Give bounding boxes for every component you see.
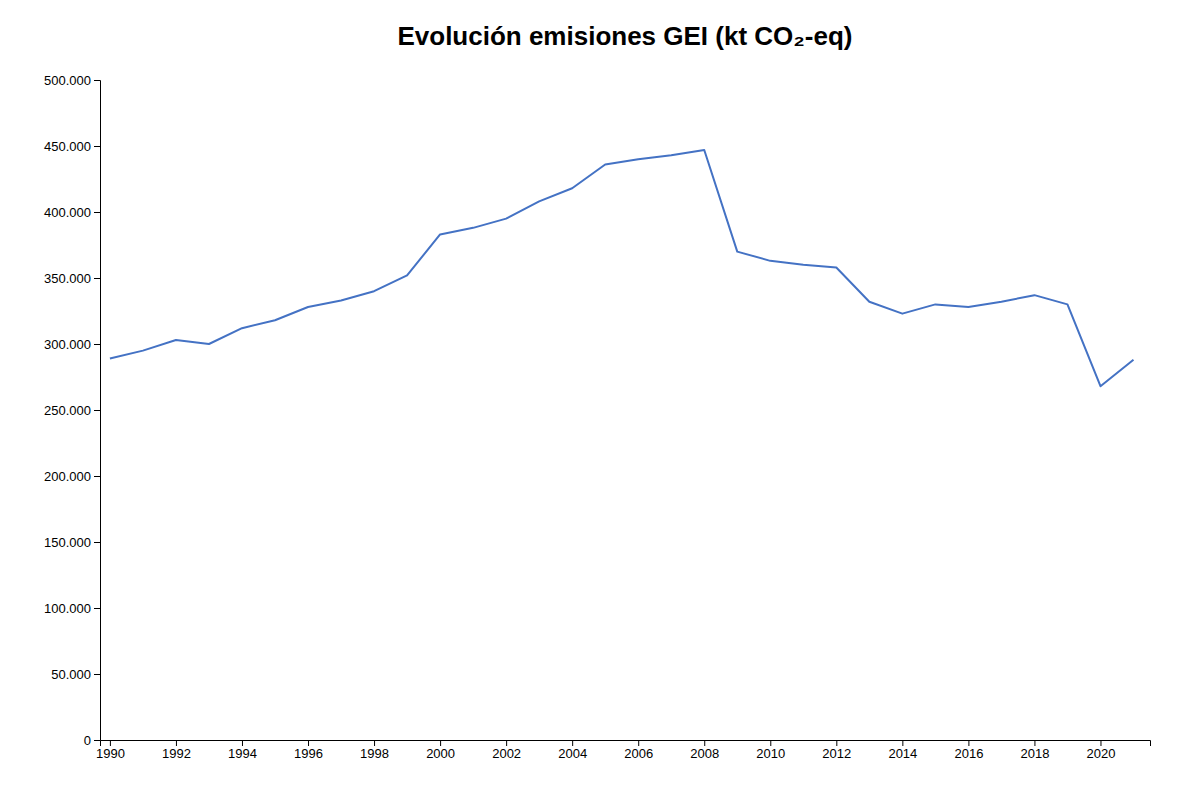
tick-mark <box>440 740 441 746</box>
tick-mark <box>704 740 705 746</box>
tick: 1996 <box>294 740 323 761</box>
tick-mark <box>242 740 243 746</box>
tick: 2002 <box>492 740 521 761</box>
tick-mark <box>770 740 771 746</box>
tick-label: 0 <box>84 733 91 748</box>
tick-label: 2008 <box>690 746 719 761</box>
tick: 350.000 <box>44 271 100 286</box>
tick: 2006 <box>624 740 653 761</box>
tick-label: 2002 <box>492 746 521 761</box>
tick: 2000 <box>426 740 455 761</box>
marks <box>110 150 1134 386</box>
tick: 1992 <box>162 740 191 761</box>
tick: 1990 <box>96 740 125 761</box>
tick-label: 450.000 <box>44 139 91 154</box>
tick-mark <box>110 740 111 746</box>
chart: 1990 1992 1994 1996 1998 2000 2002 2004 2006 2008… <box>0 0 1200 800</box>
tick-label: 2010 <box>756 746 785 761</box>
tick: 1998 <box>360 740 389 761</box>
tick-label: 2020 <box>1087 746 1116 761</box>
tick: 2004 <box>558 740 587 761</box>
tick-mark <box>968 740 969 746</box>
tick-mark <box>374 740 375 746</box>
tick-mark <box>94 146 100 147</box>
tick-mark <box>94 344 100 345</box>
tick-label: 2018 <box>1020 746 1049 761</box>
plot: 1990 1992 1994 1996 1998 2000 2002 2004 2006 2008… <box>44 73 1151 762</box>
tick: 450.000 <box>44 139 100 154</box>
tick-label: 500.000 <box>44 73 91 88</box>
tick-label: 2014 <box>888 746 917 761</box>
tick-mark <box>94 212 100 213</box>
tick: 2016 <box>954 740 983 761</box>
tick: 400.000 <box>44 205 100 220</box>
tick-mark <box>94 278 100 279</box>
tick-label: 1998 <box>360 746 389 761</box>
tick-mark <box>308 740 309 746</box>
tick-label: 1996 <box>294 746 323 761</box>
tick: 2010 <box>756 740 785 761</box>
tick-label: 2006 <box>624 746 653 761</box>
tick-label: 1990 <box>96 746 125 761</box>
tick-mark <box>94 740 100 741</box>
tick: 500.000 <box>44 73 100 88</box>
tick: 200.000 <box>44 469 100 484</box>
tick-label: 2016 <box>954 746 983 761</box>
tick-label: 50.000 <box>51 667 91 682</box>
tick-label: 2000 <box>426 746 455 761</box>
tick-label: 250.000 <box>44 403 91 418</box>
tick-mark <box>94 608 100 609</box>
line <box>110 150 1134 386</box>
tick-mark <box>176 740 177 746</box>
tick: 300.000 <box>44 337 100 352</box>
tick-label: 400.000 <box>44 205 91 220</box>
tick-mark <box>902 740 903 746</box>
tick: 2018 <box>1020 740 1049 761</box>
tick-mark <box>638 740 639 746</box>
tick: 150.000 <box>44 535 100 550</box>
tick: 100.000 <box>44 601 100 616</box>
tick-mark <box>94 410 100 411</box>
tick-mark <box>94 674 100 675</box>
tick-mark <box>572 740 573 746</box>
tick: 2012 <box>822 740 851 761</box>
tick: 2014 <box>888 740 917 761</box>
tick-label: 1992 <box>162 746 191 761</box>
tick: 250.000 <box>44 403 100 418</box>
tick-mark <box>836 740 837 746</box>
tick-label: 200.000 <box>44 469 91 484</box>
tick: 50.000 <box>51 667 100 682</box>
tick-label: 100.000 <box>44 601 91 616</box>
tick-mark <box>1034 740 1035 746</box>
tick-label: 150.000 <box>44 535 91 550</box>
tick-label: 350.000 <box>44 271 91 286</box>
tick: 2020 <box>1087 740 1116 761</box>
x-axis: 1990 1992 1994 1996 1998 2000 2002 2004 2006 2008… <box>96 740 1151 761</box>
tick-mark <box>94 542 100 543</box>
title: Evolución emisiones GEI (kt CO₂-eq) <box>397 21 852 51</box>
tick-mark <box>94 476 100 477</box>
tick-mark <box>506 740 507 746</box>
tick-label: 2012 <box>822 746 851 761</box>
tick-mark <box>94 80 100 81</box>
tick-label: 300.000 <box>44 337 91 352</box>
tick-label: 1994 <box>228 746 257 761</box>
axis-line <box>101 741 1151 747</box>
tick: 1994 <box>228 740 257 761</box>
tick: 2008 <box>690 740 719 761</box>
y-axis: 0 50.000 100.000 150.000 200.000 250.000 300.0… <box>44 73 101 748</box>
tick-mark <box>1100 740 1101 746</box>
tick-label: 2004 <box>558 746 587 761</box>
tick: 0 <box>84 733 100 748</box>
axis-line <box>94 81 101 741</box>
